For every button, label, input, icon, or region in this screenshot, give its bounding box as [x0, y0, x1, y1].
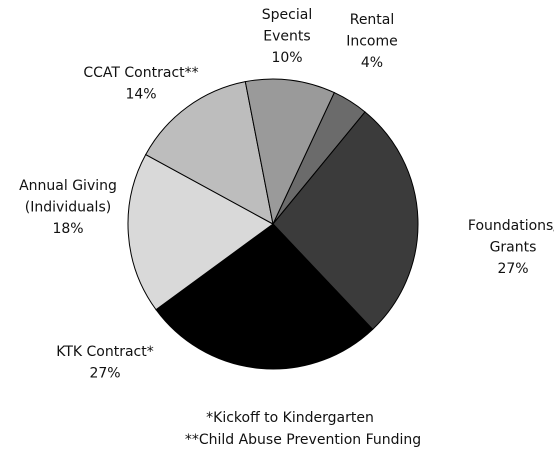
- value-label: 4%: [361, 55, 383, 71]
- slice-label: Income: [346, 34, 398, 50]
- value-label: 10%: [271, 50, 302, 66]
- value-label: 27%: [497, 261, 528, 277]
- pie-slice: [127, 153, 274, 311]
- footnote: **Child Abuse Prevention Funding: [185, 432, 421, 448]
- slice-label: Special: [262, 7, 312, 23]
- slice-label: Rental: [350, 12, 395, 28]
- value-label: 27%: [89, 366, 120, 382]
- pie-slice: [272, 111, 419, 331]
- value-label: 14%: [125, 87, 156, 103]
- pie-slice: [145, 81, 274, 225]
- slice-label: Annual Giving: [19, 178, 117, 194]
- footnote: *Kickoff to Kindergarten: [206, 410, 374, 426]
- slice-label: Events: [263, 29, 310, 45]
- slice-label: (Individuals): [25, 200, 111, 216]
- value-label: 18%: [52, 221, 83, 237]
- slice-label: Grants: [490, 240, 537, 256]
- slice-label: CCAT Contract**: [83, 65, 198, 81]
- slice-label: KTK Contract*: [56, 344, 154, 360]
- pie-slice: [155, 223, 374, 370]
- pie-slice: [244, 78, 335, 226]
- slice-label: Foundations/: [468, 218, 554, 234]
